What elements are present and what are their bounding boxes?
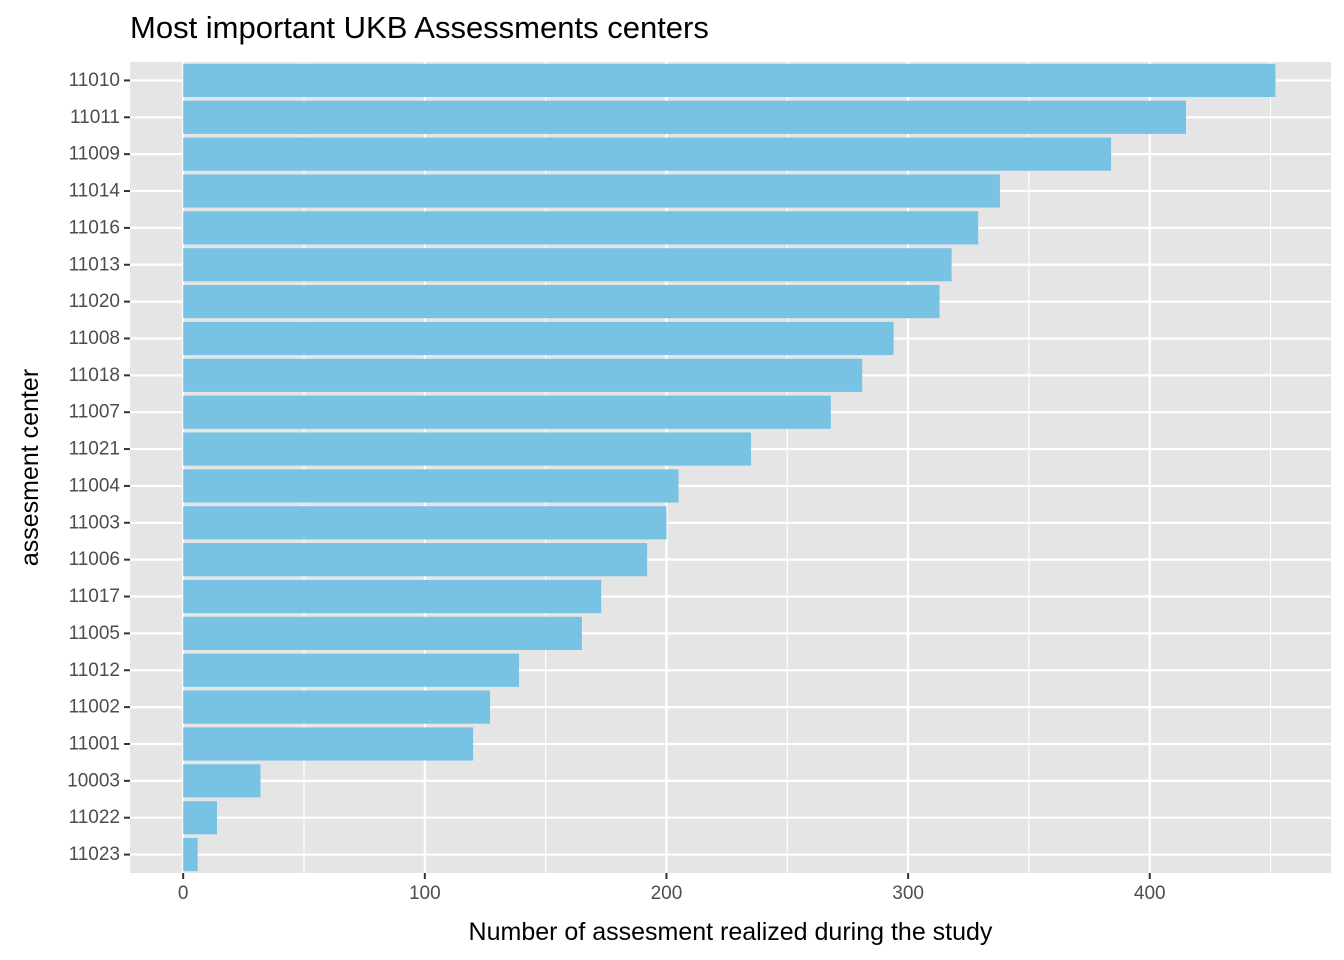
x-tick-label: 0 [178, 883, 189, 904]
bar-11016 [183, 211, 979, 245]
y-tick-label: 11018 [69, 365, 120, 386]
bar-10003 [183, 764, 261, 798]
bar-11017 [183, 579, 602, 614]
bar-11021 [183, 432, 752, 466]
bar-11004 [183, 469, 679, 503]
y-tick-label: 11020 [69, 291, 120, 312]
bar-11009 [183, 137, 1112, 171]
y-tick-label: 11021 [69, 439, 120, 460]
bar-11005 [183, 616, 582, 650]
y-tick-label: 11005 [69, 623, 120, 644]
bar-11006 [183, 543, 648, 577]
y-tick-label: 11009 [69, 144, 120, 165]
bar-11018 [183, 358, 863, 392]
x-tick-label: 200 [651, 883, 683, 904]
bar-11008 [183, 321, 894, 356]
y-tick-label: 11017 [69, 586, 120, 607]
bars [183, 63, 1276, 872]
y-tick-label: 11004 [69, 475, 121, 496]
y-tick-label: 11014 [69, 181, 121, 202]
bar-11010 [183, 63, 1276, 98]
y-tick-label: 11011 [70, 107, 120, 128]
y-tick-label: 11003 [69, 512, 120, 533]
bar-11011 [183, 100, 1187, 134]
x-tick-label: 300 [892, 883, 924, 904]
x-axis-title: Number of assesment realized during the … [469, 918, 993, 946]
y-tick-label: 11010 [69, 70, 120, 91]
x-tick-label: 400 [1134, 883, 1166, 904]
bar-11022 [183, 801, 217, 835]
y-axis-title: assesment center [16, 369, 44, 566]
y-tick-label: 11006 [69, 549, 120, 570]
y-tick-label: 10003 [67, 770, 120, 791]
x-axis: 0 100 200 300 400 [178, 873, 1166, 904]
bar-11014 [183, 174, 1000, 208]
bar-11013 [183, 248, 952, 282]
bar-11002 [183, 690, 491, 724]
y-tick-label: 11022 [69, 807, 120, 828]
y-tick-label: 11023 [69, 844, 120, 865]
y-axis: 11010 11011 11009 11014 11016 11013 11020 11008… [67, 70, 130, 865]
y-tick-label: 11008 [69, 328, 120, 349]
bar-11020 [183, 285, 940, 319]
chart-title: Most important UKB Assessments centers [130, 10, 709, 45]
bar-11001 [183, 727, 474, 761]
y-tick-label: 11001 [69, 733, 120, 754]
y-tick-label: 11016 [69, 217, 120, 238]
y-tick-label: 11012 [69, 660, 120, 681]
bar-11012 [183, 653, 520, 687]
bar-11007 [183, 395, 831, 429]
y-tick-label: 11002 [69, 697, 120, 718]
bar-11003 [183, 506, 667, 540]
y-tick-label: 11013 [69, 254, 120, 275]
y-tick-label: 11007 [69, 402, 120, 423]
x-tick-label: 100 [409, 883, 441, 904]
bar-11023 [183, 837, 198, 872]
